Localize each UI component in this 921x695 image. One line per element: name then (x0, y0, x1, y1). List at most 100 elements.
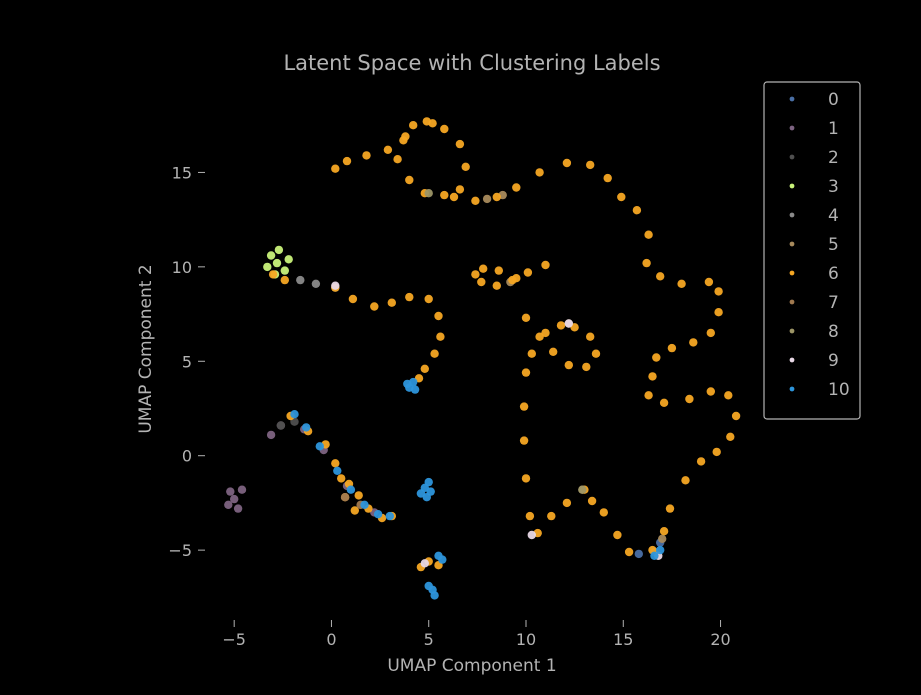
legend-marker-9 (789, 357, 795, 363)
point-series-6-69 (586, 332, 595, 341)
legend-marker-6 (789, 270, 795, 276)
point-series-6-78 (479, 264, 488, 273)
legend-label-9: 9 (828, 351, 839, 371)
point-series-6-13 (405, 175, 414, 185)
point-series-6-26 (632, 206, 642, 215)
point-series-6-67 (556, 321, 566, 330)
legend-label-5: 5 (828, 235, 839, 255)
point-series-10-8 (422, 493, 431, 502)
point-series-6-18 (471, 196, 480, 205)
legend-marker-5 (789, 241, 795, 247)
legend-marker-7 (789, 299, 795, 305)
y-tick-label-1: 0 (182, 447, 192, 466)
point-series-6-88 (387, 298, 396, 307)
point-series-3-5 (263, 262, 272, 272)
point-series-10-10 (424, 581, 433, 591)
point-series-6-99 (331, 459, 340, 468)
legend: 0 1 2 3 4 5 6 7 8 9 10 (763, 81, 861, 420)
legend-label-6: 6 (828, 264, 839, 284)
x-tick-label-2: 5 (424, 630, 434, 649)
point-series-6-73 (549, 347, 558, 356)
point-series-6-91 (434, 311, 443, 321)
point-series-10-3 (409, 377, 418, 387)
point-series-6-74 (535, 332, 544, 341)
point-series-6-24 (603, 173, 612, 183)
point-series-6-16 (428, 119, 437, 128)
point-series-6-75 (521, 313, 531, 322)
point-series-3-3 (274, 245, 284, 255)
point-series-6-60 (525, 511, 535, 521)
x-tick-label-4: 15 (613, 630, 633, 649)
series-6 (268, 117, 741, 572)
point-series-10-16 (315, 442, 324, 451)
y-tick-label-3: 10 (172, 258, 192, 277)
point-series-10-15 (302, 423, 311, 432)
point-series-6-37 (652, 353, 661, 362)
y-tick-label-0: −5 (168, 541, 192, 560)
point-series-6-2 (362, 151, 371, 160)
point-series-10-19 (360, 500, 369, 509)
series-8 (424, 189, 587, 494)
point-series-6-29 (656, 272, 665, 281)
point-series-6-47 (696, 457, 706, 466)
point-series-6-39 (644, 391, 653, 400)
axis-ticks: −5 0 5 10 15 20 −5 0 5 10 15 (168, 163, 730, 649)
legend-label-4: 4 (828, 206, 839, 226)
point-series-1-3 (233, 504, 243, 513)
point-series-10-21 (385, 511, 394, 521)
point-series-4-0 (296, 275, 305, 285)
point-series-6-72 (564, 360, 573, 370)
point-series-6-46 (712, 447, 721, 457)
point-series-6-41 (685, 394, 694, 404)
point-series-6-84 (541, 260, 550, 270)
point-series-6-11 (440, 190, 449, 200)
chart-title: Latent Space with Clustering Labels (283, 51, 660, 75)
legend-marker-4 (789, 212, 795, 218)
point-series-10-20 (373, 510, 383, 519)
point-series-3-1 (266, 251, 276, 260)
point-series-6-65 (527, 349, 536, 358)
point-series-6-82 (508, 275, 517, 285)
point-series-6-10 (455, 185, 465, 194)
point-series-6-86 (348, 294, 358, 304)
point-series-6-36 (667, 343, 677, 353)
legend-marker-10 (789, 386, 795, 392)
point-series-6-106 (268, 270, 278, 279)
point-series-6-32 (714, 287, 723, 296)
point-series-6-89 (405, 292, 414, 302)
point-series-0-0 (634, 549, 643, 559)
point-series-6-7 (440, 124, 449, 134)
point-series-9-4 (420, 559, 429, 568)
point-series-9-1 (527, 530, 536, 540)
x-tick-label-0: −5 (222, 630, 246, 649)
point-series-5-5 (658, 534, 667, 543)
series-10 (290, 377, 665, 600)
point-series-6-19 (492, 192, 501, 202)
point-series-6-49 (665, 504, 675, 513)
point-series-6-50 (659, 527, 669, 536)
point-series-6-0 (331, 164, 340, 173)
y-tick-label-2: 5 (182, 352, 192, 371)
point-series-6-54 (599, 508, 608, 517)
point-series-6-80 (477, 277, 486, 287)
legend-label-3: 3 (828, 177, 839, 197)
point-series-6-25 (617, 192, 626, 202)
point-series-6-45 (726, 432, 735, 441)
point-series-6-62 (519, 436, 529, 445)
point-series-3-2 (280, 266, 289, 275)
point-series-6-43 (724, 391, 733, 400)
point-series-6-21 (535, 168, 544, 177)
legend-marker-1 (789, 125, 795, 131)
point-series-9-2 (564, 319, 573, 328)
data-points (224, 117, 741, 600)
point-series-6-55 (587, 496, 597, 506)
point-series-4-1 (311, 279, 321, 288)
point-series-10-13 (434, 551, 443, 560)
point-series-1-4 (226, 487, 235, 496)
point-series-6-30 (677, 279, 686, 288)
y-tick-label-4: 15 (172, 163, 192, 182)
point-series-6-8 (455, 139, 465, 149)
point-series-6-15 (401, 132, 410, 141)
x-axis-label: UMAP Component 1 (387, 656, 556, 676)
